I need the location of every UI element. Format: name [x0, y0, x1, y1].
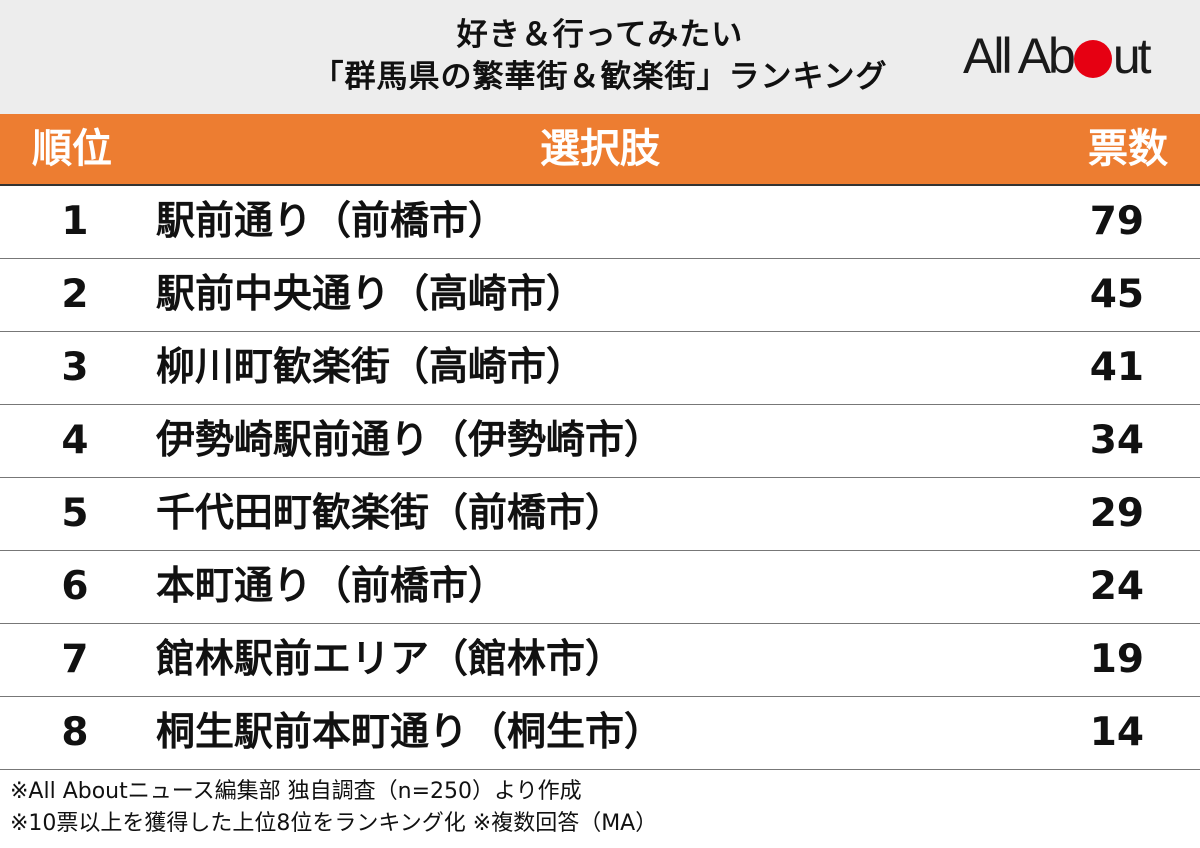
page-title: 好き＆行ってみたい 「群馬県の繁華街＆歓楽街」ランキング [0, 14, 1200, 98]
rank-cell: 1 [61, 199, 89, 244]
table-row: 1 駅前通り（前橋市） 79 [0, 186, 1200, 259]
logo-red-dot-icon [1073, 40, 1112, 78]
votes-cell: 19 [1089, 637, 1144, 682]
footnote-source: ※All Aboutニュース編集部 独自調査（n=250）より作成 [10, 779, 582, 804]
title-line-1: 好き＆行ってみたい [456, 17, 744, 53]
votes-cell: 29 [1089, 491, 1144, 536]
table-row: 7 館林駅前エリア（館林市） 19 [0, 624, 1200, 697]
table-row: 3 柳川町歓楽街（高崎市） 41 [0, 332, 1200, 405]
table-row: 2 駅前中央通り（高崎市） 45 [0, 259, 1200, 332]
choice-cell: 館林駅前エリア（館林市） [156, 637, 625, 682]
choice-cell: 桐生駅前本町通り（桐生市） [156, 710, 664, 755]
votes-cell: 79 [1089, 199, 1144, 244]
footnote-method: ※10票以上を獲得した上位8位をランキング化 ※複数回答（MA） [10, 811, 658, 836]
table-header: 順位 選択肢 票数 [0, 114, 1200, 186]
choice-cell: 柳川町歓楽街（高崎市） [156, 345, 586, 390]
choice-cell: 駅前通り（前橋市） [156, 199, 508, 244]
table-row: 6 本町通り（前橋市） 24 [0, 551, 1200, 624]
rank-cell: 4 [61, 418, 89, 463]
rank-cell: 8 [61, 710, 89, 755]
title-line-2: 「群馬県の繁華街＆歓楽街」ランキング [312, 59, 888, 95]
rank-cell: 6 [61, 564, 89, 609]
ranking-table-body: 1 駅前通り（前橋市） 79 2 駅前中央通り（高崎市） 45 3 柳川町歓楽街… [0, 186, 1200, 770]
votes-cell: 24 [1089, 564, 1144, 609]
votes-cell: 34 [1089, 418, 1144, 463]
column-header-choice: 選択肢 [540, 126, 660, 172]
choice-cell: 千代田町歓楽街（前橋市） [156, 491, 625, 536]
allabout-logo: All Ab ut [963, 28, 1152, 84]
votes-cell: 41 [1089, 345, 1144, 390]
votes-cell: 45 [1089, 272, 1144, 317]
choice-cell: 本町通り（前橋市） [156, 564, 508, 609]
rank-cell: 7 [61, 637, 89, 682]
header-banner: 好き＆行ってみたい 「群馬県の繁華街＆歓楽街」ランキング All Ab ut [0, 0, 1200, 114]
column-header-rank: 順位 [32, 126, 112, 172]
table-row: 4 伊勢崎駅前通り（伊勢崎市） 34 [0, 405, 1200, 478]
choice-cell: 駅前中央通り（高崎市） [156, 272, 586, 317]
rank-cell: 2 [61, 272, 89, 317]
footnotes: ※All Aboutニュース編集部 独自調査（n=250）より作成 ※10票以上… [10, 776, 657, 840]
logo-text-right: ut [1112, 28, 1152, 84]
rank-cell: 5 [61, 491, 89, 536]
rank-cell: 3 [61, 345, 89, 390]
column-header-votes: 票数 [1088, 126, 1168, 172]
logo-text-left: All Ab [963, 28, 1076, 84]
choice-cell: 伊勢崎駅前通り（伊勢崎市） [156, 418, 664, 463]
table-row: 8 桐生駅前本町通り（桐生市） 14 [0, 697, 1200, 770]
votes-cell: 14 [1089, 710, 1144, 755]
table-row: 5 千代田町歓楽街（前橋市） 29 [0, 478, 1200, 551]
